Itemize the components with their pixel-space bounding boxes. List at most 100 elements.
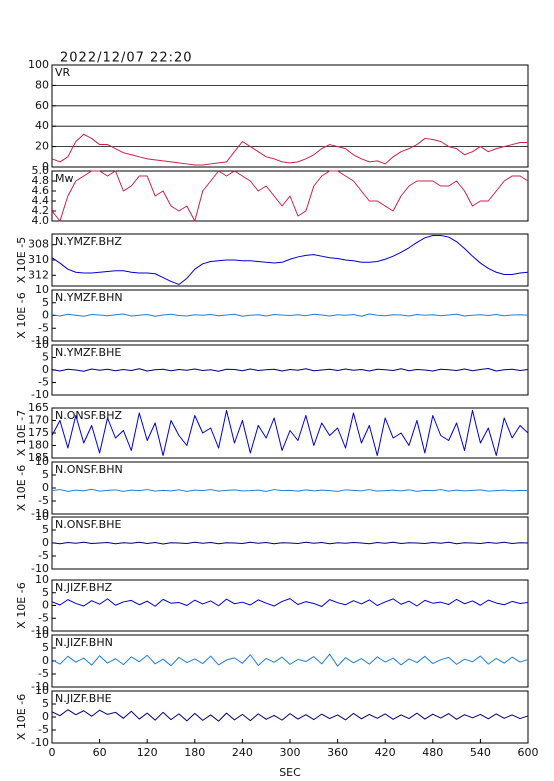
y-tick-label: 10 <box>35 283 49 296</box>
y-tick-label: 10 <box>35 684 49 697</box>
y-tick-label: -10 <box>31 680 49 693</box>
trace <box>51 598 529 608</box>
x-axis-label: SEC <box>279 766 301 779</box>
y-tick-label: 5.0 <box>32 164 50 177</box>
y-tick-label: 10 <box>35 510 49 523</box>
y-tick-label: -5 <box>38 611 49 624</box>
trace <box>51 133 528 166</box>
y-tick-label: 310 <box>28 253 49 266</box>
x-tick-label: 240 <box>232 746 253 759</box>
trace <box>51 653 529 667</box>
x-tick-label: 480 <box>422 746 443 759</box>
trace <box>51 488 529 492</box>
panel-label: N.YMZF.BHE <box>55 346 121 359</box>
y-tick-label: 4.0 <box>32 214 50 227</box>
y-tick-label: -10 <box>31 388 49 401</box>
y-tick-label: 4.2 <box>32 204 50 217</box>
page-title: 2022/12/07 22:20 <box>60 51 193 66</box>
panel-label: N.JIZF.BHE <box>55 692 112 705</box>
y-tick-label: -5 <box>38 494 49 507</box>
y-tick-label: 100 <box>28 58 49 71</box>
y-tick-label: 5 <box>42 468 49 481</box>
y-tick-label: 80 <box>35 78 49 91</box>
y-axis-label: X 10E -7 <box>15 410 28 456</box>
y-tick-label: 5 <box>42 697 49 710</box>
x-tick-label: 600 <box>518 746 539 759</box>
y-axis-label: X 10E -5 <box>15 237 28 283</box>
panel-label: N.YMZF.BHZ <box>55 235 122 248</box>
y-tick-label: 10 <box>35 338 49 351</box>
y-tick-label: -5 <box>38 723 49 736</box>
trace <box>51 541 529 545</box>
y-tick-label: 5 <box>42 351 49 364</box>
y-tick-label: -10 <box>31 624 49 637</box>
panel-label: N.ONSF.BHN <box>55 463 123 476</box>
y-tick-label: 5 <box>42 641 49 654</box>
y-tick-label: 185 <box>28 451 49 464</box>
y-tick-label: 4.6 <box>32 184 50 197</box>
x-tick-label: 120 <box>137 746 158 759</box>
y-axis-label: X 10E -6 <box>15 694 28 740</box>
y-tick-label: 0 <box>42 536 49 549</box>
x-tick-label: 540 <box>470 746 491 759</box>
y-tick-label: 60 <box>35 99 49 112</box>
x-tick-label: 420 <box>375 746 396 759</box>
panel-frame <box>51 170 529 222</box>
x-tick-label: 0 <box>49 746 56 759</box>
trace <box>51 313 529 317</box>
y-tick-label: 20 <box>35 140 49 153</box>
y-tick-label: 0 <box>42 160 49 173</box>
y-tick-label: 175 <box>28 426 49 439</box>
x-tick-label: 360 <box>327 746 348 759</box>
panel-label: N.ONSF.BHE <box>55 518 121 531</box>
y-tick-label: 4.8 <box>32 174 50 187</box>
panel-label: N.JIZF.BHN <box>55 636 113 649</box>
y-tick-label: 4.4 <box>32 194 50 207</box>
panel-frame <box>51 579 529 632</box>
y-tick-label: 40 <box>35 119 49 132</box>
trace <box>51 170 529 222</box>
panel-label: VR <box>55 66 71 79</box>
panel-label: N.JIZF.BHZ <box>55 581 113 594</box>
y-tick-label: 180 <box>28 439 49 452</box>
trace <box>51 368 529 372</box>
y-tick-label: 0 <box>42 481 49 494</box>
panel-frame <box>51 461 529 515</box>
y-tick-label: -10 <box>31 736 49 749</box>
y-tick-label: 0 <box>42 309 49 322</box>
y-tick-label: 170 <box>28 414 49 427</box>
y-tick-label: 5 <box>42 586 49 599</box>
y-axis-label: X 10E -6 <box>15 465 28 511</box>
panel-frame <box>51 634 529 688</box>
trace <box>51 410 529 456</box>
y-tick-label: -5 <box>38 376 49 389</box>
y-axis-label: X 10E -6 <box>15 292 28 338</box>
y-tick-label: 10 <box>35 628 49 641</box>
y-tick-label: 0 <box>42 363 49 376</box>
y-tick-label: -10 <box>31 507 49 520</box>
panel-label: N.ONSF.BHZ <box>55 409 122 422</box>
y-tick-label: 10 <box>35 455 49 468</box>
y-tick-label: -10 <box>31 334 49 347</box>
panel-frame <box>51 407 529 459</box>
trace <box>51 709 529 722</box>
y-tick-label: 312 <box>28 268 49 281</box>
y-tick-label: -5 <box>38 549 49 562</box>
y-tick-label: 0 <box>42 599 49 612</box>
y-tick-label: -10 <box>31 562 49 575</box>
panel-label: N.YMZF.BHN <box>55 291 123 304</box>
y-tick-label: 10 <box>35 573 49 586</box>
x-tick-label: 300 <box>280 746 301 759</box>
y-tick-label: -5 <box>38 667 49 680</box>
y-tick-label: 0 <box>42 710 49 723</box>
panel-frame <box>51 690 529 744</box>
y-tick-label: 5 <box>42 523 49 536</box>
y-tick-label: 308 <box>28 238 49 251</box>
trace <box>51 235 529 285</box>
x-tick-label: 180 <box>184 746 205 759</box>
y-tick-label: 0 <box>42 654 49 667</box>
y-tick-label: 5 <box>42 296 49 309</box>
panel-label: Mw <box>55 172 74 185</box>
y-tick-label: -5 <box>38 321 49 334</box>
